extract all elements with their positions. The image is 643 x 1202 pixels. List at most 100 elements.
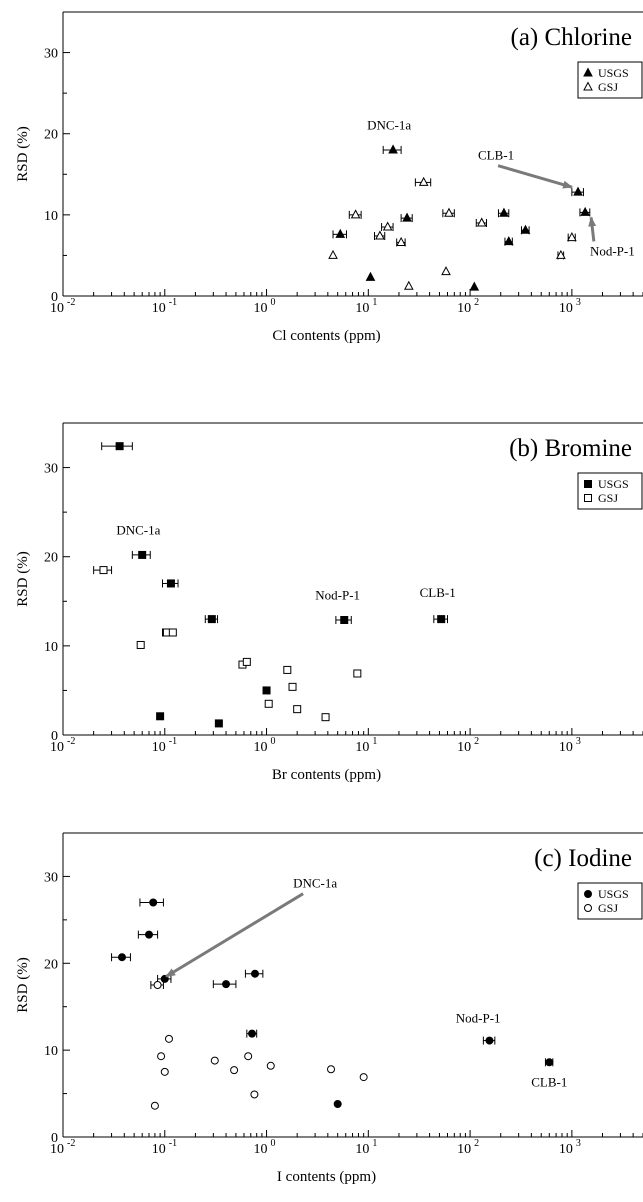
data-point — [293, 705, 302, 714]
annotation-arrow — [497, 164, 574, 189]
x-tick-label: 10 — [355, 301, 369, 316]
annotation-label: CLB-1 — [531, 1075, 567, 1090]
series-usgs — [101, 442, 449, 728]
legend-label-gsj: GSJ — [598, 80, 618, 94]
annotation-label: Nod-P-1 — [315, 588, 360, 603]
y-tick-label: 10 — [44, 640, 58, 655]
x-tick-label: 10 — [457, 740, 471, 755]
annotation-label: CLB-1 — [420, 585, 456, 600]
data-point — [283, 665, 292, 674]
legend-label-usgs: USGS — [598, 887, 629, 901]
chart-title: (b) Bromine — [509, 435, 632, 462]
y-tick-label: 30 — [44, 870, 58, 885]
x-axis-label: Cl contents (ppm) — [272, 328, 380, 344]
x-tick-label: 10 — [457, 1142, 471, 1157]
data-point — [328, 249, 338, 259]
x-tick-exponent: 2 — [474, 736, 479, 747]
y-tick-label: 20 — [44, 128, 58, 143]
data-point — [115, 442, 124, 451]
legend-label-usgs: USGS — [598, 477, 629, 491]
data-point — [375, 230, 385, 240]
data-point — [437, 615, 446, 624]
legend-label-usgs: USGS — [598, 66, 629, 80]
x-tick-exponent: 0 — [271, 297, 276, 308]
chart-title: (a) Chlorine — [511, 24, 632, 51]
legend-marker-usgs — [584, 480, 592, 488]
x-tick-label: 10 — [559, 301, 573, 316]
data-point — [402, 212, 412, 222]
data-point — [153, 981, 162, 989]
data-point — [118, 953, 127, 962]
data-point — [214, 719, 223, 728]
y-tick-label: 10 — [44, 1044, 58, 1059]
chart-title: (c) Iodine — [534, 845, 632, 872]
x-tick-exponent: -2 — [67, 297, 75, 308]
y-tick-label: 0 — [51, 1131, 58, 1146]
x-axis-label: I contents (ppm) — [277, 1169, 376, 1185]
data-point — [353, 669, 362, 678]
x-tick-exponent: 0 — [271, 1138, 276, 1149]
x-tick-label: 10 — [50, 1142, 64, 1157]
data-point — [136, 640, 145, 649]
data-point — [382, 221, 393, 231]
data-point — [418, 176, 429, 186]
legend-label-gsj: GSJ — [598, 901, 618, 915]
data-point — [145, 930, 154, 939]
legend-box — [577, 61, 643, 99]
data-point — [469, 281, 480, 291]
data-point — [403, 280, 414, 290]
data-point — [266, 1061, 275, 1070]
data-point — [250, 969, 259, 978]
data-point — [138, 550, 147, 559]
x-tick-exponent: 2 — [474, 1138, 479, 1149]
annotation-label: CLB-1 — [478, 148, 514, 163]
data-point — [207, 615, 216, 624]
data-point — [350, 209, 361, 219]
x-tick-label: 10 — [355, 740, 369, 755]
annotation-label: Nod-P-1 — [590, 243, 635, 258]
x-tick-label: 10 — [152, 301, 166, 316]
data-point — [365, 271, 376, 281]
legend-label-gsj: GSJ — [598, 491, 618, 505]
data-point — [556, 249, 566, 259]
data-point — [335, 228, 346, 238]
data-point — [396, 236, 406, 246]
series-gsj — [328, 176, 577, 290]
data-point — [210, 1056, 219, 1065]
x-tick-exponent: -1 — [169, 297, 177, 308]
data-point — [327, 1065, 336, 1074]
data-point — [321, 713, 330, 722]
legend-box — [577, 882, 643, 920]
data-point — [242, 657, 251, 666]
annotation-arrow — [588, 216, 597, 242]
x-tick-exponent: 1 — [372, 736, 377, 747]
data-point — [164, 1034, 173, 1043]
data-point — [149, 898, 158, 907]
x-tick-label: 10 — [254, 301, 268, 316]
data-point — [157, 1052, 166, 1061]
legend-marker-gsj — [584, 494, 592, 502]
x-tick-label: 10 — [254, 740, 268, 755]
annotation-label: Nod-P-1 — [456, 1010, 501, 1025]
data-point — [340, 616, 349, 625]
y-axis-label: RSD (%) — [15, 551, 31, 606]
annotation-arrow — [165, 892, 304, 978]
x-tick-exponent: 3 — [576, 1138, 581, 1149]
x-tick-label: 10 — [559, 740, 573, 755]
data-point — [244, 1052, 253, 1061]
data-point — [485, 1036, 494, 1045]
x-tick-label: 10 — [457, 301, 471, 316]
x-tick-exponent: -1 — [169, 1138, 177, 1149]
data-point — [580, 206, 590, 216]
y-axis-label: RSD (%) — [15, 957, 31, 1012]
legend-marker-usgs — [584, 890, 592, 898]
y-tick-label: 0 — [51, 729, 58, 744]
annotation-label: DNC-1a — [293, 876, 337, 891]
data-point — [222, 980, 231, 989]
data-point — [99, 566, 108, 575]
data-point — [476, 217, 487, 227]
data-point — [503, 236, 514, 246]
data-point — [262, 686, 271, 695]
